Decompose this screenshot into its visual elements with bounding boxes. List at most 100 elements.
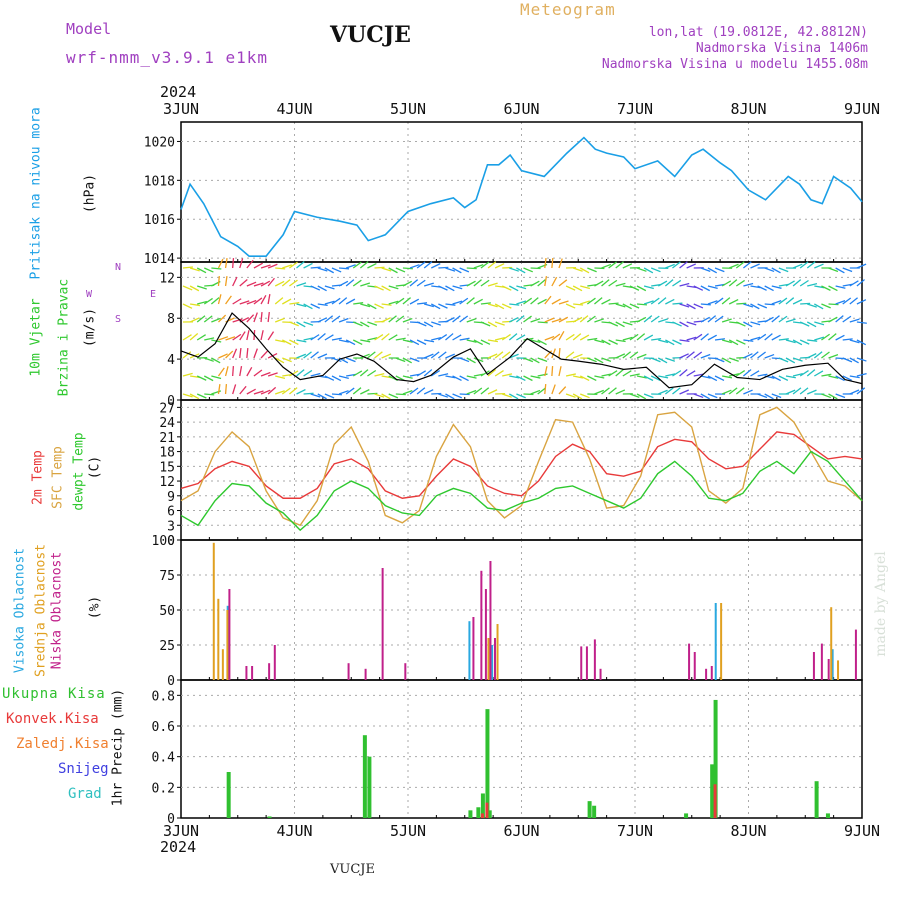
wind-arrow: [296, 353, 307, 359]
wind-arrow: [601, 373, 612, 377]
wind-arrow: [615, 321, 625, 328]
wind-arrow: [289, 370, 299, 377]
x-tick-label-top: 9JUN: [844, 100, 880, 118]
x-tick-label-top: 6JUN: [503, 100, 539, 118]
mid-cloud-bar: [830, 607, 833, 680]
wind-arrow: [842, 375, 853, 381]
wind-arrow: [551, 365, 554, 377]
wind-arrow: [771, 285, 782, 289]
wind-arrow: [452, 267, 462, 274]
wind-arrow: [785, 339, 796, 344]
wind-arrow: [672, 279, 682, 287]
wind-arrow: [494, 321, 505, 326]
wind-arrow: [452, 300, 463, 305]
wind-arrow: [253, 282, 264, 287]
low-cloud-bar: [585, 646, 588, 680]
low-cloud-bar: [827, 659, 830, 680]
wind-arrow: [721, 297, 731, 305]
wind-arrow: [764, 316, 774, 323]
precip-total-bar: [487, 810, 492, 818]
wind-arrow: [267, 294, 271, 305]
precip-total-bar: [476, 807, 481, 818]
wind-arrow: [594, 389, 604, 395]
wind-arrow: [523, 267, 533, 273]
wind-arrow: [381, 317, 391, 323]
wind-arrow: [636, 333, 646, 341]
wind-arrow: [551, 257, 554, 269]
wind-arrow: [274, 357, 285, 364]
wind-arrow: [679, 369, 688, 377]
wind-arrow: [807, 339, 818, 342]
wind-arrow: [381, 303, 392, 306]
wind-arrow: [275, 267, 286, 270]
wind-arrow: [445, 285, 455, 292]
wind-arrow: [459, 267, 470, 273]
wind-arrow: [232, 333, 242, 341]
wind-arrow: [274, 280, 285, 287]
wind-arrow: [438, 333, 448, 341]
wind-arrow: [367, 351, 376, 359]
wind-arrow: [743, 303, 754, 308]
precip-total-bar: [367, 756, 372, 818]
wind-arrow: [459, 393, 470, 396]
wind-arrow: [466, 389, 477, 395]
wind-arrow: [416, 387, 426, 395]
wind-arrow: [232, 276, 238, 287]
wind-arrow: [792, 373, 803, 377]
high-cloud-bar: [491, 645, 494, 680]
low-cloud-bar: [480, 570, 483, 680]
wind-arrow: [324, 300, 335, 305]
wind-arrow: [423, 321, 434, 328]
wind-arrow: [367, 369, 377, 377]
wind-arrow: [856, 339, 867, 346]
low-cloud-bar: [688, 643, 691, 680]
wind-arrow: [558, 316, 569, 323]
wind-arrow: [438, 285, 448, 291]
wind-arrow: [565, 303, 576, 309]
wind-arrow: [388, 334, 398, 341]
wind-arrow: [658, 375, 669, 379]
wind-arrow: [224, 366, 229, 377]
wind-arrow: [728, 279, 738, 287]
wind-arrow: [211, 317, 221, 323]
wind-arrow: [835, 299, 846, 305]
wind-arrow: [714, 338, 726, 341]
wind-arrow: [743, 389, 753, 395]
wind-arrow: [650, 357, 661, 363]
wind-arrow: [409, 264, 420, 269]
wind-arrow: [359, 369, 369, 377]
wind-arrow: [480, 339, 491, 345]
wind-arrow: [544, 366, 548, 377]
wind-arrow: [714, 357, 725, 363]
wind-arrow: [799, 369, 809, 377]
wind-compass-w: W: [86, 289, 93, 300]
wind-arrow: [764, 333, 773, 341]
wind-arrow: [799, 321, 810, 327]
wind-arrow: [267, 372, 278, 377]
wind-arrow: [360, 303, 371, 308]
wind-arrow: [636, 316, 647, 323]
wind-arrow: [778, 357, 789, 363]
wind-arrow: [657, 357, 668, 364]
wind-arrow: [792, 387, 802, 395]
panel-frame: [180, 399, 863, 541]
wind-arrow: [267, 277, 275, 287]
wind-arrow: [416, 261, 426, 269]
wind-arrow: [750, 321, 761, 326]
wind-arrow: [785, 375, 796, 379]
wind-arrow: [601, 357, 612, 362]
wind-arrow: [225, 295, 232, 305]
low-cloud-bar: [580, 646, 583, 680]
y-tick-label: 6: [167, 505, 175, 520]
mid-cloud-bar: [496, 624, 499, 680]
wind-arrow: [501, 285, 512, 291]
high-cloud-bar: [714, 603, 717, 680]
wind-arrow: [537, 321, 548, 324]
wind-arrow: [317, 353, 328, 359]
wind-arrow: [565, 285, 576, 291]
wind-arrow: [729, 357, 739, 362]
wind-arrow: [502, 393, 512, 398]
wind-arrow: [509, 353, 519, 359]
wind-arrow: [721, 339, 732, 344]
y-tick-label: 25: [159, 639, 175, 654]
